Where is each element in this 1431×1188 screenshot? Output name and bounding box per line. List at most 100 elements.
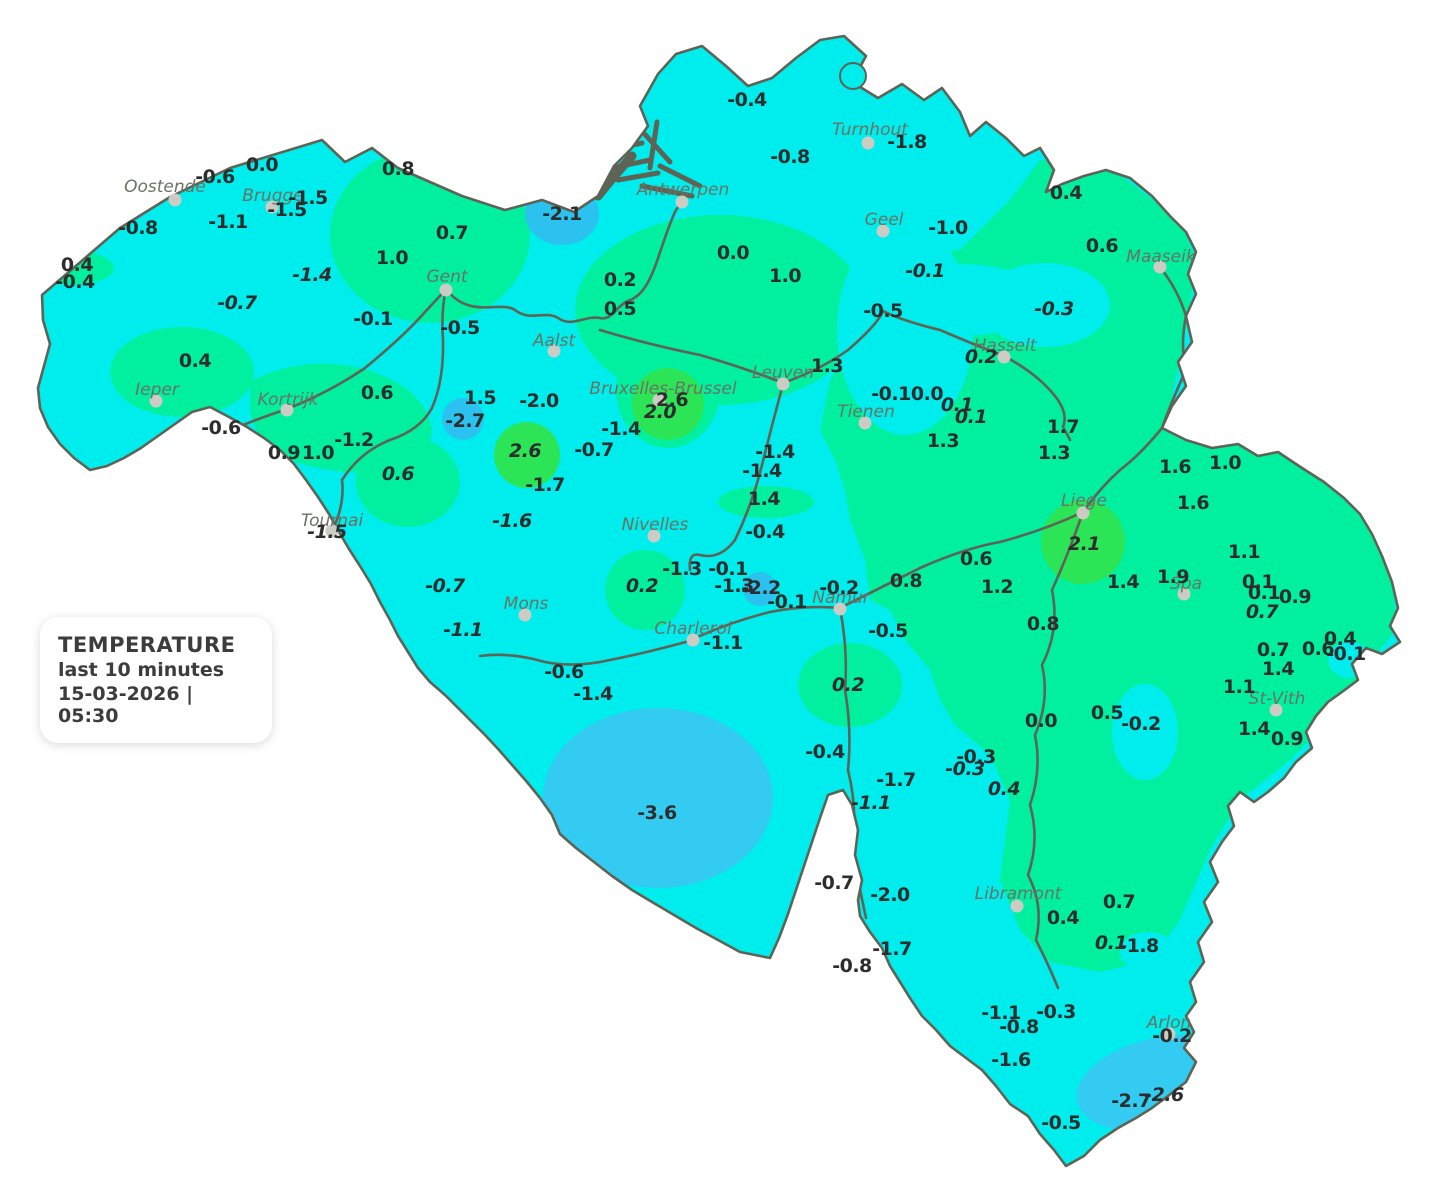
temperature-value: -1.8 (887, 131, 927, 153)
temperature-value: -0.5 (440, 317, 480, 339)
temperature-value: -1.8 (1119, 935, 1159, 957)
temperature-value: 0.4 (60, 254, 94, 276)
warm-spot-brussels (632, 368, 704, 440)
legend-title: TEMPERATURE (58, 633, 236, 657)
temperature-value: -1.3 (714, 575, 754, 597)
temperature-value: -1.1 (443, 619, 483, 641)
temperature-value: 1.6 (1176, 492, 1210, 514)
river-demer (598, 309, 1072, 442)
temperature-value: -0.2 (819, 577, 859, 599)
temperature-value: 1.0 (1208, 452, 1242, 474)
city-dot (1269, 703, 1283, 717)
temperature-value: -1.1 (703, 632, 743, 654)
river-schelde-west (328, 529, 341, 720)
temperature-value: -1.6 (492, 510, 532, 532)
temperature-value: -0.1 (767, 591, 807, 613)
temperature-value: 2.6 (655, 389, 689, 411)
cyan-pocket (1112, 684, 1178, 780)
temperature-value: 0.7 (1245, 601, 1279, 623)
city-label-gent: Gent (426, 267, 468, 287)
city-label-geel: Geel (864, 210, 904, 230)
temperature-value: 0.9 (1270, 728, 1304, 750)
temperature-value: 0.9 (267, 442, 301, 464)
temperature-value: -1.5 (267, 199, 307, 221)
temperature-value: -2.0 (870, 884, 910, 906)
cold-region-south-west (543, 708, 773, 888)
cold-spot (442, 398, 484, 440)
temperature-value: -2.0 (519, 390, 559, 412)
city-dot (265, 200, 279, 214)
city-label-aalst: Aalst (532, 331, 576, 351)
temperature-value: -0.7 (425, 575, 465, 597)
city-label-bruxelles-brussel: Bruxelles-Brussel (589, 379, 737, 399)
green-blob (356, 437, 460, 527)
river-haine (478, 638, 695, 666)
temperature-value: -1.3 (662, 558, 702, 580)
rivers-and-borders (228, 200, 1188, 990)
river-ourthe (1026, 510, 1085, 990)
city-dot (997, 350, 1011, 364)
temperature-value: 0.2 (964, 346, 998, 368)
temperature-value: -0.5 (868, 620, 908, 642)
port-dock-line (615, 170, 661, 183)
city-label-nivelles: Nivelles (621, 515, 689, 535)
river-schelde-upper (330, 287, 448, 533)
temperature-value: 1.0 (768, 265, 802, 287)
temperature-value: -0.3 (1034, 298, 1074, 320)
legend-datetime: 15-03-2026 | 05:30 (58, 683, 194, 727)
temperature-value: 0.8 (381, 158, 415, 180)
city-label-turnhout: Turnhout (832, 120, 908, 140)
temperature-value: 0.5 (603, 298, 637, 320)
temperature-value: 0.1 (1247, 582, 1281, 604)
temperature-value: 2.1 (1067, 533, 1101, 555)
city-label-charleroi: Charleroi (654, 619, 732, 639)
city-dot (1076, 506, 1090, 520)
temperature-value: 1.4 (1237, 718, 1271, 740)
temperature-value: -0.5 (1041, 1112, 1081, 1134)
temperature-value: 1.6 (1158, 456, 1192, 478)
temperature-value: 0.0 (1024, 710, 1058, 732)
city-label-arlon: Arlon (1146, 1013, 1192, 1033)
temperature-value: -1.7 (872, 938, 912, 960)
temperature-value: 0.6 (381, 463, 415, 485)
temperature-value: -2.1 (542, 203, 582, 225)
temperature-value: 0.6 (959, 548, 993, 570)
temperature-value: 1.0 (375, 247, 409, 269)
temperature-value: -1.1 (851, 792, 891, 814)
green-blob (718, 486, 814, 518)
temperature-value: -1.4 (573, 683, 613, 705)
temperature-value: 1.1 (1227, 541, 1261, 563)
city-label-tournai: Tournai (300, 511, 364, 531)
temperature-value: 0.2 (603, 269, 637, 291)
temperature-value: -2.7 (445, 410, 485, 432)
temperature-value: 0.7 (1256, 639, 1290, 661)
warm-spot (494, 422, 560, 488)
city-label-tienen: Tienen (837, 402, 895, 422)
temperature-value: 1.3 (926, 430, 960, 452)
city-label-mons: Mons (503, 594, 549, 614)
port-dock-line (647, 119, 660, 171)
city-dot (647, 529, 661, 543)
temperature-value: -0.4 (727, 89, 767, 111)
temperature-value: 0.0 (910, 383, 944, 405)
temperature-value: -0.3 (956, 746, 996, 768)
city-dot (876, 224, 890, 238)
temperature-value: -1.5 (307, 521, 347, 543)
temperature-value: 1.7 (1046, 416, 1080, 438)
temperature-value: -0.1 (1326, 643, 1366, 665)
temperature-value: 0.7 (435, 222, 469, 244)
city-label-liege: Liege (1061, 491, 1107, 511)
temperature-value: 0.8 (1026, 613, 1060, 635)
temperature-value: -2.2 (741, 577, 781, 599)
temperature-value: 1.3 (1037, 442, 1071, 464)
legend-subtitle: last 10 minutes (58, 659, 225, 681)
city-label-ieper: Ieper (135, 380, 179, 400)
temperature-value: -1.4 (601, 418, 641, 440)
temperature-value: 0.2 (625, 575, 659, 597)
temperature-value: 1.9 (1156, 566, 1190, 588)
temperature-value: 0.4 (178, 350, 212, 372)
city-dot (858, 416, 872, 430)
river-sambre-meuse (691, 510, 1085, 641)
temperature-value: 1.5 (463, 387, 497, 409)
